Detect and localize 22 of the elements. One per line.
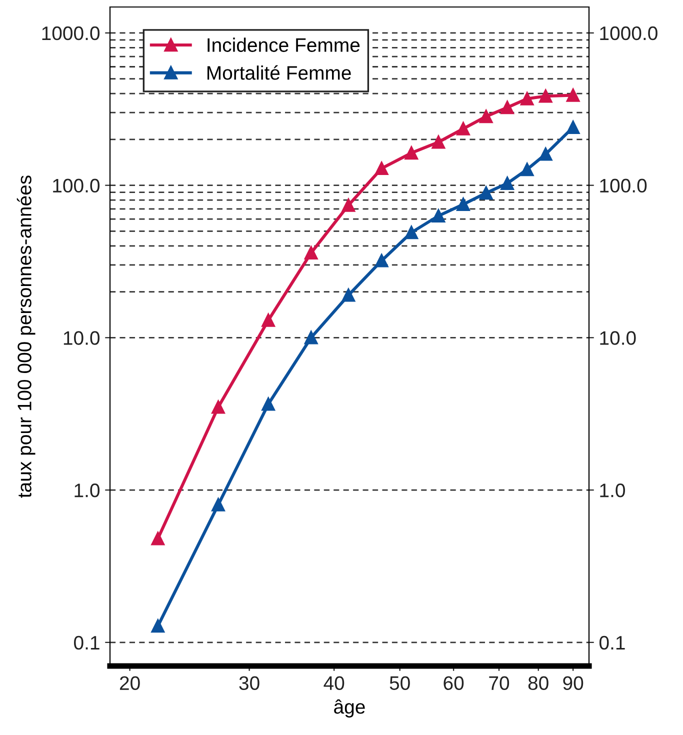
x-tick-label: 40 <box>324 676 344 690</box>
x-tick-label: 90 <box>563 676 584 690</box>
x-tick-label: 70 <box>489 676 510 690</box>
legend-label: Mortalité Femme <box>207 65 351 80</box>
text: 10.0 <box>600 331 636 345</box>
text: 0.1 <box>599 636 625 650</box>
text: 1000.0 <box>600 26 658 40</box>
y-tick-label: 100.0 <box>53 178 100 193</box>
x-tick-label: 20 <box>120 676 140 690</box>
x-tick-label: 60 <box>444 676 464 690</box>
x-tick-label: 30 <box>239 676 260 690</box>
text: 1.0 <box>600 484 625 498</box>
y-tick-label: 10.0 <box>64 331 100 345</box>
x-axis-title: âge <box>334 699 365 718</box>
y-tick-label: 1000.0 <box>42 26 100 40</box>
x-tick-label: 80 <box>528 676 548 690</box>
text: 100.0 <box>600 178 647 193</box>
legend-label: Incidence Femme <box>208 38 360 52</box>
y-tick-label: 1.0 <box>74 484 100 498</box>
x-tick-label: 50 <box>390 676 410 690</box>
y-axis-title: taux pour 100 000 personnes-années <box>16 176 36 498</box>
y-tick-label: 0.1 <box>74 636 100 650</box>
